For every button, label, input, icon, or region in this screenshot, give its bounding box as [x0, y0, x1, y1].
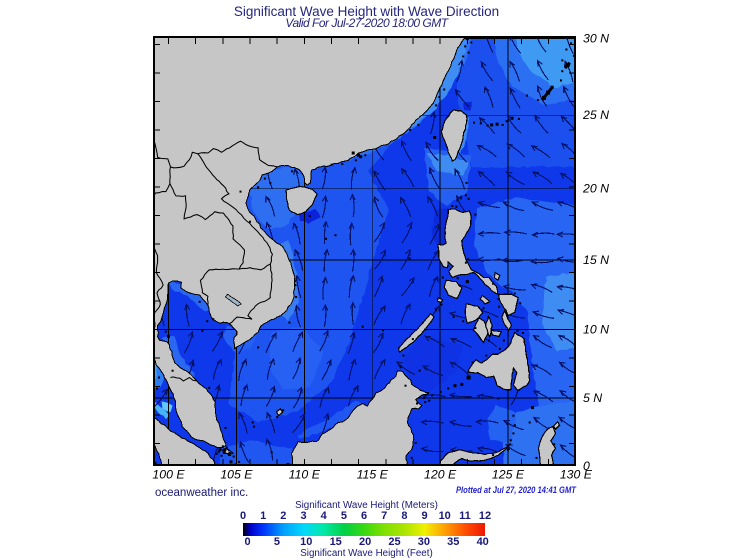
svg-text:115 E: 115 E [357, 468, 389, 482]
svg-text:15 N: 15 N [583, 253, 609, 267]
svg-text:20 N: 20 N [582, 182, 609, 196]
svg-text:120 E: 120 E [424, 468, 457, 482]
svg-text:0: 0 [583, 459, 590, 473]
svg-text:130 E: 130 E [560, 468, 593, 482]
svg-text:110 E: 110 E [289, 468, 321, 482]
svg-text:125 E: 125 E [492, 468, 525, 482]
svg-text:5 N: 5 N [583, 391, 602, 405]
svg-text:10 N: 10 N [583, 323, 609, 337]
svg-text:30 N: 30 N [583, 32, 609, 46]
svg-text:25 N: 25 N [582, 108, 609, 122]
svg-text:100 E: 100 E [152, 468, 185, 482]
svg-text:105 E: 105 E [220, 468, 253, 482]
